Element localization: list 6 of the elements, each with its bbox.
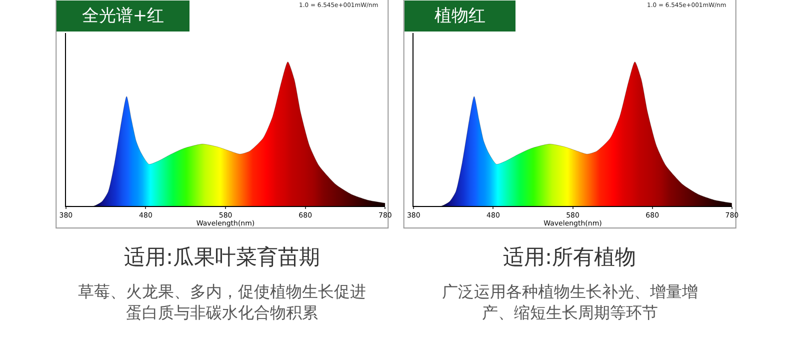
text: 广泛运用各种植物生长补光、增量增产、缩短生长周期等环节: [442, 282, 698, 322]
text: 适用:所有植物: [503, 245, 636, 269]
chart-title: 植物红: [434, 6, 486, 26]
chart-title: 全光谱+红: [82, 6, 164, 26]
text: 草莓、火龙果、多内，促使植物生长促进蛋白质与非碳水化合物积累: [78, 282, 366, 322]
text: 适用:瓜果叶菜育苗期: [124, 245, 320, 269]
